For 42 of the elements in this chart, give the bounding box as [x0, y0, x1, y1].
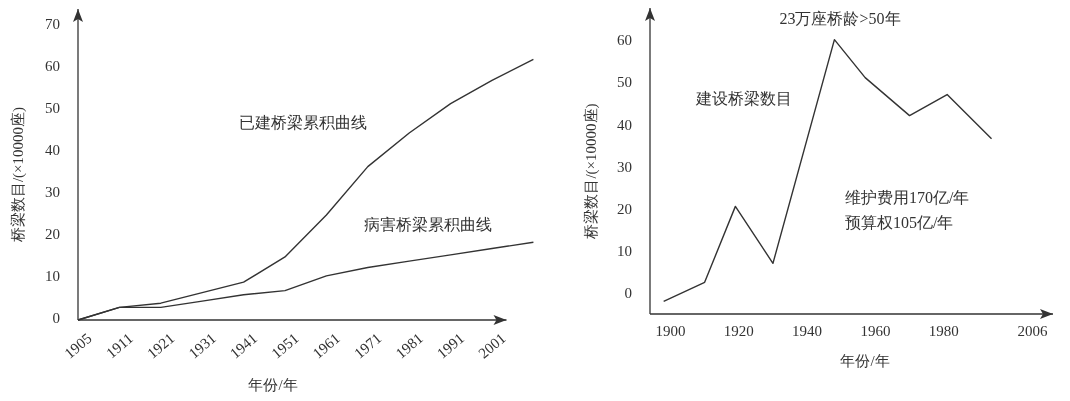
x-axis-title: 年份/年: [248, 377, 298, 393]
series-label: 建设桥梁数目: [695, 90, 792, 107]
y-axis-title: 桥梁数目/(×10000座): [10, 106, 28, 244]
y-tick-label: 40: [45, 142, 60, 159]
y-tick-label: 0: [624, 285, 632, 302]
x-tick-label: 2001: [475, 330, 509, 362]
y-tick-label: 30: [45, 184, 60, 201]
x-tick-label: 1921: [144, 330, 178, 362]
y-tick-label: 50: [617, 74, 632, 91]
x-tick-label: 2006: [1017, 323, 1049, 339]
y-tick-label: 10: [45, 268, 60, 285]
y-axis-title: 桥梁数目/(×10000座): [583, 103, 601, 240]
x-tick-label: 1900: [655, 323, 686, 339]
y-tick-label: 70: [45, 16, 60, 33]
x-tick-label: 1960: [860, 323, 891, 339]
x-tick-label: 1971: [351, 330, 385, 362]
y-tick-label: 20: [617, 201, 632, 218]
y-tick-label: 0: [52, 310, 60, 327]
x-tick-label: 1951: [268, 330, 302, 362]
x-tick-label: 1940: [792, 323, 823, 339]
annotation: 23万座桥龄>50年: [779, 10, 901, 27]
series-label: 病害桥梁累积曲线: [364, 216, 492, 233]
x-tick-label: 1961: [309, 330, 344, 362]
annotation: 预算权105亿/年: [845, 214, 954, 231]
series-label: 已建桥梁累积曲线: [239, 114, 367, 131]
y-tick-label: 30: [617, 158, 632, 175]
y-tick-label: 40: [617, 116, 632, 133]
y-tick-label: 10: [617, 243, 632, 260]
line-series: [662, 38, 993, 303]
x-tick-label: 1991: [433, 330, 468, 362]
y-tick-label: 60: [45, 58, 60, 75]
x-tick-label: 1980: [928, 323, 959, 339]
y-tick-label: 20: [45, 226, 60, 243]
x-tick-label: 1981: [392, 330, 426, 362]
x-tick-label: 1941: [226, 330, 261, 362]
x-axis-title: 年份/年: [840, 353, 890, 369]
y-tick-label: 60: [617, 32, 632, 49]
annotation: 维护费用170亿/年: [845, 189, 970, 206]
x-tick-label: 1920: [723, 323, 754, 339]
x-tick-label: 1911: [103, 330, 137, 362]
y-tick-label: 50: [45, 100, 60, 117]
x-tick-label: 1931: [185, 330, 219, 362]
